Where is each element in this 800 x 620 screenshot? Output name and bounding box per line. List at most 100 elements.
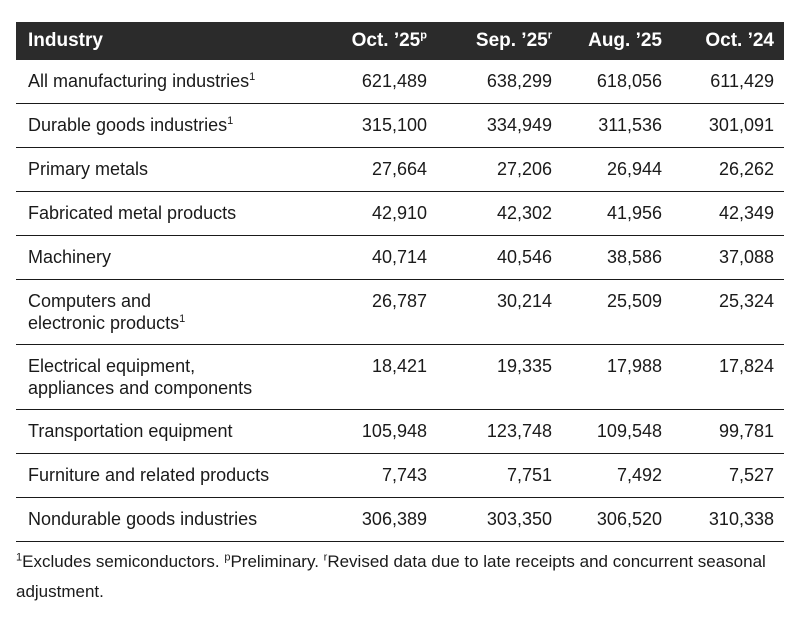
value-cell: 42,302 — [437, 191, 562, 236]
header-oct-24: Oct. ’24 — [672, 22, 784, 60]
value-cell: 306,520 — [562, 497, 672, 542]
value-cell: 105,948 — [322, 409, 437, 454]
value-text: 638,299 — [486, 71, 552, 91]
value-text: 30,214 — [496, 291, 552, 311]
industry-name: Computers and — [28, 291, 152, 311]
value-text: 303,350 — [486, 509, 552, 529]
footnote-marker-1: 1 — [16, 551, 23, 564]
table-row: Electrical equipment, appliances and comp… — [16, 344, 784, 410]
value-cell: 30,214 — [437, 279, 562, 345]
footnote-ref: 1 — [179, 313, 186, 325]
value-text: 311,536 — [598, 115, 662, 135]
industry-name: Durable goods industries — [28, 115, 228, 135]
value-cell: 301,091 — [672, 103, 784, 148]
value-cell: 109,548 — [562, 409, 672, 454]
value-text: 18,421 — [371, 356, 427, 376]
value-cell: 38,586 — [562, 235, 672, 280]
preliminary-marker: p — [420, 29, 427, 42]
value-cell: 27,206 — [437, 147, 562, 192]
industry-cell: Furniture and related products — [16, 453, 322, 498]
header-aug-25: Aug. ’25 — [562, 22, 672, 60]
value-text: 315,100 — [361, 115, 427, 135]
value-cell: 621,489 — [322, 60, 437, 104]
industry-cell: Transportation equipment — [16, 409, 322, 454]
data-table-container: Industry Oct. ’25p Sep. ’25r Aug. ’25 Oc… — [16, 22, 784, 542]
value-text: 7,527 — [728, 465, 774, 485]
value-cell: 638,299 — [437, 60, 562, 104]
value-text: 621,489 — [361, 71, 427, 91]
value-cell: 99,781 — [672, 409, 784, 454]
value-cell: 26,944 — [562, 147, 672, 192]
value-cell: 311,536 — [562, 103, 672, 148]
header-industry-label: Industry — [28, 30, 103, 51]
value-text: 17,988 — [606, 356, 662, 376]
value-cell: 310,338 — [672, 497, 784, 542]
header-industry: Industry — [16, 22, 322, 60]
value-cell: 303,350 — [437, 497, 562, 542]
value-text: 42,302 — [496, 203, 552, 223]
table-row: Computers and electronic products1 26,787 3… — [16, 279, 784, 345]
value-text: 7,751 — [506, 465, 552, 485]
value-text: 306,520 — [596, 509, 662, 529]
industry-cell: Computers and electronic products1 — [16, 279, 322, 345]
table-body: All manufacturing industries1 621,489 638,… — [16, 60, 784, 542]
value-text: 618,056 — [596, 71, 662, 91]
value-cell: 25,324 — [672, 279, 784, 345]
industry-cell: Fabricated metal products — [16, 191, 322, 236]
value-cell: 17,988 — [562, 344, 672, 410]
value-cell: 123,748 — [437, 409, 562, 454]
value-cell: 7,492 — [562, 453, 672, 498]
value-cell: 18,421 — [322, 344, 437, 410]
industry-cell: Electrical equipment, appliances and comp… — [16, 344, 322, 410]
footnote-ref: 1 — [249, 71, 256, 83]
industry-name: Machinery — [28, 247, 112, 267]
value-cell: 7,751 — [437, 453, 562, 498]
table-row: Primary metals 27,664 27,206 26,944 26,262 — [16, 147, 784, 192]
value-cell: 17,824 — [672, 344, 784, 410]
industry-cell: All manufacturing industries1 — [16, 60, 322, 104]
table-row: All manufacturing industries1 621,489 638,… — [16, 60, 784, 104]
value-text: 42,910 — [371, 203, 427, 223]
value-cell: 618,056 — [562, 60, 672, 104]
table-row: Fabricated metal products 42,910 42,302 41,… — [16, 191, 784, 236]
value-text: 26,262 — [718, 159, 774, 179]
value-text: 306,389 — [361, 509, 427, 529]
value-text: 7,492 — [616, 465, 662, 485]
value-text: 37,088 — [718, 247, 774, 267]
footnote-text-2: Preliminary. — [230, 552, 324, 571]
value-cell: 315,100 — [322, 103, 437, 148]
value-cell: 7,527 — [672, 453, 784, 498]
value-cell: 334,949 — [437, 103, 562, 148]
value-cell: 19,335 — [437, 344, 562, 410]
header-sep-25-label: Sep. ’25 — [475, 30, 548, 51]
industry-name: Furniture and related products — [28, 465, 270, 485]
footnote: 1Excludes semiconductors. pPreliminary. … — [16, 547, 796, 607]
header-aug-25-label: Aug. ’25 — [588, 30, 662, 51]
value-text: 41,956 — [606, 203, 662, 223]
value-cell: 42,910 — [322, 191, 437, 236]
header-oct-25-label: Oct. ’25 — [351, 30, 421, 51]
footnote-ref: 1 — [227, 115, 234, 127]
value-cell: 25,509 — [562, 279, 672, 345]
industry-name: Transportation equipment — [28, 421, 233, 441]
table-row: Durable goods industries1 315,100 334,949 3… — [16, 103, 784, 148]
revised-marker: r — [547, 29, 552, 42]
value-cell: 26,262 — [672, 147, 784, 192]
value-cell: 42,349 — [672, 191, 784, 236]
header-oct-25: Oct. ’25p — [322, 22, 437, 60]
value-text: 26,787 — [371, 291, 427, 311]
industry-name: Fabricated metal products — [28, 203, 237, 223]
value-cell: 40,546 — [437, 235, 562, 280]
value-text: 611,429 — [710, 71, 774, 91]
footnote-marker-p: p — [224, 551, 231, 564]
value-cell: 611,429 — [672, 60, 784, 104]
table-row: Transportation equipment 105,948 123,748 10… — [16, 409, 784, 454]
value-text: 42,349 — [718, 203, 774, 223]
footnote-text-3: Revised data due to late receipts and co… — [16, 552, 766, 601]
value-text: 26,944 — [606, 159, 662, 179]
industry-cell: Durable goods industries1 — [16, 103, 322, 148]
header-sep-25: Sep. ’25r — [437, 22, 562, 60]
industry-name: Electrical equipment, — [28, 356, 196, 376]
value-text: 123,748 — [486, 421, 552, 441]
industry-name-line2: electronic products — [28, 313, 180, 333]
